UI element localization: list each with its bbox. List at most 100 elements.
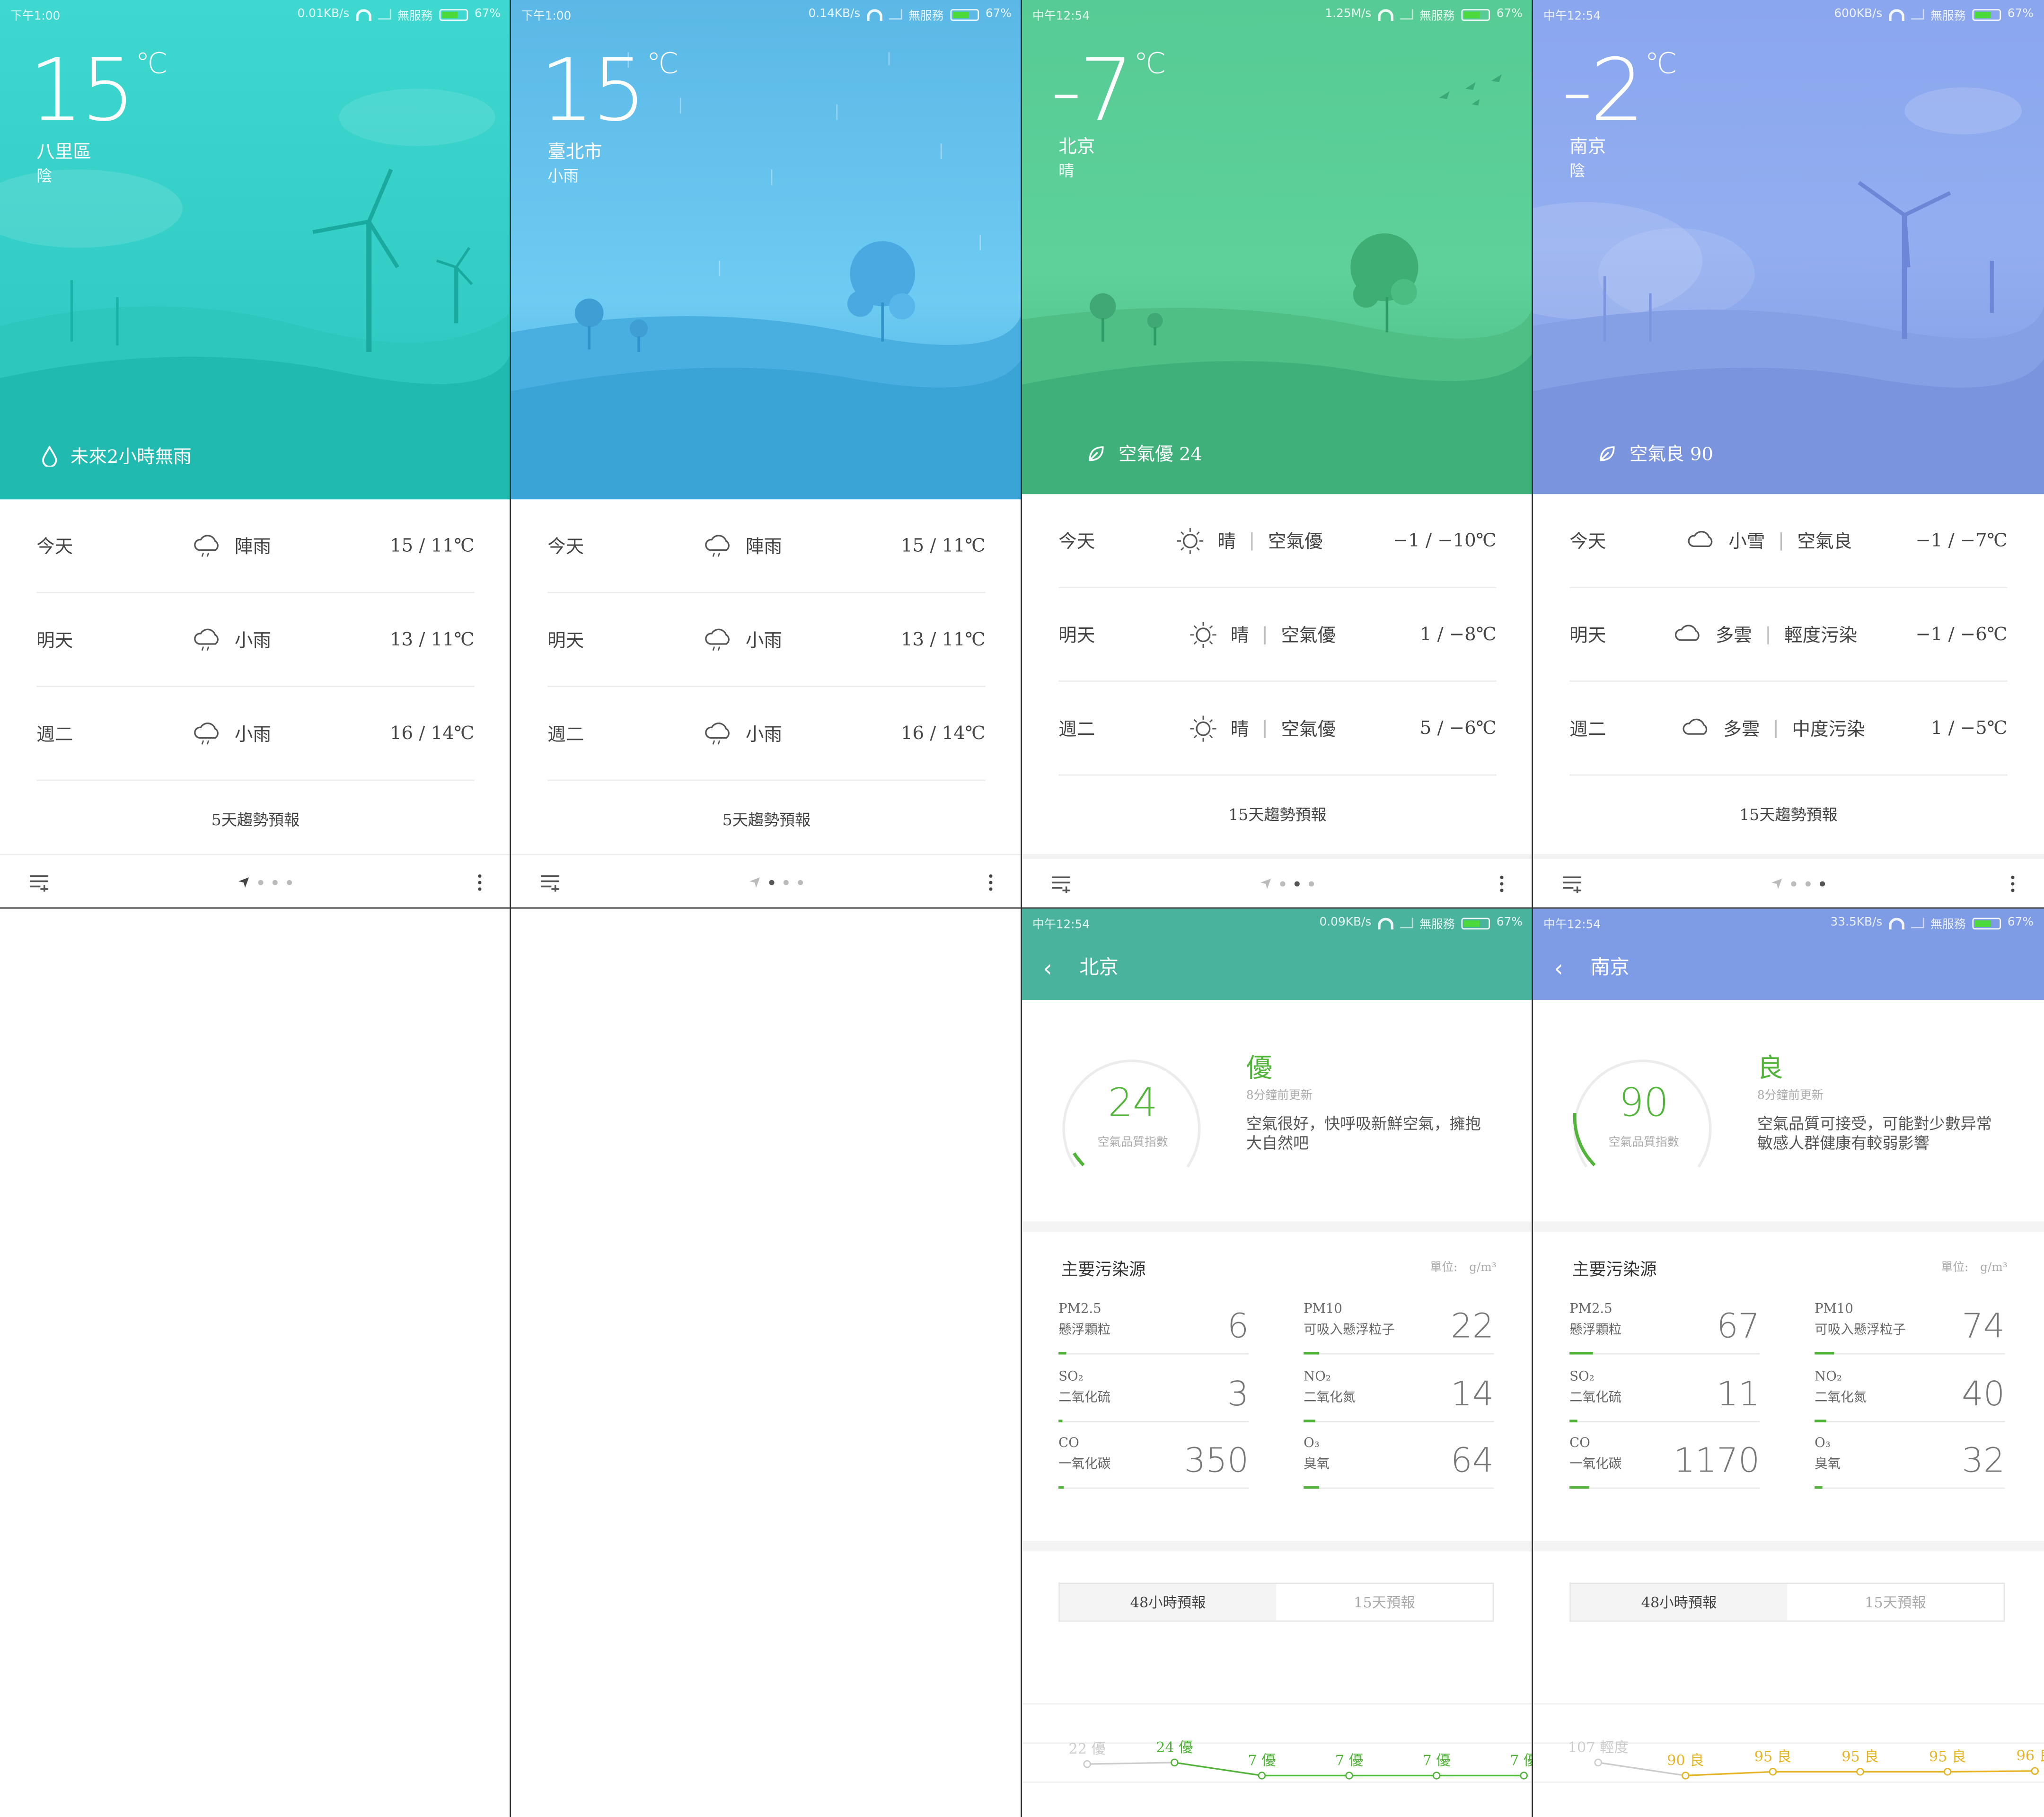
city-list-icon[interactable] [29, 873, 53, 891]
back-arrow-icon[interactable]: ‹ [1554, 955, 1563, 983]
pollutant-co[interactable]: CO 一氧化碳 1170 [1569, 1437, 1760, 1489]
trend-point [1171, 1758, 1179, 1767]
pollutant-so2[interactable]: SO₂ 二氧化硫 11 [1569, 1370, 1760, 1422]
condition-text: 小雨 [547, 167, 579, 185]
current-temperature: 15 °C [539, 40, 678, 141]
forecast-row[interactable]: 週二 小雨 16 / 14℃ [547, 687, 986, 781]
weather-hero: 中午12:54 600KB/s 無服務 67% -2 °C 南京 陰 空氣良 90 [1533, 0, 2044, 494]
sun-icon [1190, 715, 1216, 741]
more-menu-icon[interactable] [477, 873, 482, 891]
trend-forecast-link[interactable]: 5天趨勢預報 [211, 811, 300, 829]
net-speed: 33.5KB/s [1830, 916, 1883, 930]
pollutant-o3[interactable]: O₃ 臭氧 32 [1815, 1437, 2005, 1489]
bottom-nav [511, 854, 1022, 909]
aqi-advice: 空氣很好，快呼吸新鮮空氣，擁抱大自然吧 [1246, 1114, 1481, 1153]
weather-hero: 下午1:00 0.01KB/s 無服務 67% 15 °C 八里區 陰 未來2小時… [0, 0, 511, 500]
signal-icon [1400, 917, 1413, 928]
battery-percent: 67% [2007, 8, 2034, 21]
wifi-icon [1378, 917, 1394, 929]
aqi-panel-beijing: 中午12:54 0.09KB/s 無服務 67% ‹ 北京 24 空氣品質指數 … [1022, 908, 1533, 1817]
weather-hero: 下午1:00 0.14KB/s 無服務 67% 15 °C 臺北市 小雨 [511, 0, 1022, 500]
main-pollutants-title: 主要污染源 [1061, 1261, 1146, 1280]
weather-panel-nanjing: 中午12:54 600KB/s 無服務 67% -2 °C 南京 陰 空氣良 90… [1533, 0, 2044, 909]
forecast-row[interactable]: 明天 小雨 13 / 11℃ [547, 593, 986, 687]
tab-15d[interactable]: 15天預報 [1865, 1594, 1926, 1612]
aqi-advice: 空氣品質可接受，可能對少數异常敏感人群健康有較弱影響 [1757, 1114, 1992, 1153]
aqi-header: 中午12:54 0.09KB/s 無服務 67% ‹ 北京 [1022, 908, 1533, 1000]
tab-48h[interactable]: 48小時預報 [1570, 1584, 1788, 1621]
more-menu-icon[interactable] [988, 873, 993, 891]
rain-cloud-icon [194, 534, 219, 556]
page-indicator [749, 876, 802, 887]
carrier-label: 無服務 [1930, 9, 1966, 23]
forecast-row[interactable]: 今天 小雪 | 空氣良 −1 / −7℃ [1569, 494, 2008, 588]
location-arrow-icon [1260, 878, 1270, 889]
page-indicator [1260, 878, 1313, 889]
forecast-list: 今天 陣雨 15 / 11℃ 明天 小雨 13 / 11℃ 週二 小雨 16 / 14℃ [0, 499, 511, 781]
back-arrow-icon[interactable]: ‹ [1043, 955, 1052, 983]
aqi-index-label: 空氣品質指數 [1608, 1137, 1679, 1150]
raindrop-icon [42, 446, 57, 467]
trend-point [1345, 1772, 1353, 1780]
city-list-icon[interactable] [1562, 875, 1586, 893]
air-quality-link[interactable]: 空氣良 90 [1598, 441, 1713, 467]
condition-text: 陰 [36, 167, 53, 185]
trend-point-label: 107 輕度 [1568, 1739, 1629, 1756]
pollutant-so2[interactable]: SO₂ 二氧化硫 3 [1058, 1370, 1249, 1422]
forecast-list: 今天晴 | 空氣優 −1 / −10℃ 明天晴 | 空氣優 1 / −8℃ 週二晴 | 空氣優 5… [1022, 494, 1533, 776]
carrier-label: 無服務 [1930, 918, 1966, 932]
forecast-row[interactable]: 週二 多雲 | 中度污染 1 / −5℃ [1569, 682, 2008, 776]
forecast-row[interactable]: 明天晴 | 空氣優 1 / −8℃ [1058, 588, 1497, 682]
bottom-nav [1533, 854, 2044, 909]
trend-point-label: 95 良 [1754, 1748, 1791, 1765]
page-title: 北京 [1079, 955, 1119, 979]
main-pollutants-title: 主要污染源 [1572, 1261, 1657, 1280]
pollutant-o3[interactable]: O₃ 臭氧 64 [1304, 1437, 1494, 1489]
forecast-row[interactable]: 今天晴 | 空氣優 −1 / −10℃ [1058, 494, 1497, 588]
current-temperature: -7 °C [1050, 40, 1166, 141]
forecast-row[interactable]: 週二晴 | 空氣優 5 / −6℃ [1058, 682, 1497, 776]
aqi-level: 優 [1246, 1052, 1272, 1084]
trend-point [1856, 1768, 1864, 1776]
tab-48h[interactable]: 48小時預報 [1059, 1584, 1277, 1621]
trend-forecast-link[interactable]: 15天趨勢預報 [1228, 805, 1327, 824]
more-menu-icon[interactable] [1499, 875, 1504, 893]
pollutant-no2[interactable]: NO₂ 二氧化氮 40 [1815, 1370, 2005, 1422]
forecast-list: 今天 小雪 | 空氣良 −1 / −7℃ 明天 多雲 | 輕度污染 −1 / −6℃ 週二 多雲 |… [1533, 494, 2044, 776]
trend-forecast-link[interactable]: 5天趨勢預報 [722, 811, 811, 829]
net-speed: 0.09KB/s [1319, 916, 1372, 930]
weather-hero: 中午12:54 1.25M/s 無服務 67% -7 °C 北京 晴 空氣優 24 [1022, 0, 1533, 494]
pollutant-pm25[interactable]: PM2.5 懸浮顆粒 6 [1058, 1302, 1249, 1355]
forecast-row[interactable]: 週二 小雨 16 / 14℃ [36, 687, 475, 781]
location-arrow-icon [238, 876, 248, 887]
city-name: 南京 [1569, 137, 1606, 158]
trend-point [1769, 1768, 1777, 1776]
status-time: 中午12:54 [1032, 918, 1090, 932]
tab-15d[interactable]: 15天預報 [1354, 1594, 1415, 1612]
forecast-row[interactable]: 今天 陣雨 15 / 11℃ [36, 499, 475, 593]
forecast-row[interactable]: 明天 小雨 13 / 11℃ [36, 593, 475, 687]
pollutant-pm10[interactable]: PM10 可吸入懸浮粒子 22 [1304, 1302, 1494, 1355]
rain-cloud-icon [705, 534, 730, 556]
more-menu-icon[interactable] [2010, 875, 2015, 893]
status-time: 中午12:54 [1032, 9, 1090, 23]
city-list-icon[interactable] [540, 873, 564, 891]
signal-icon [378, 9, 391, 20]
signal-icon [889, 9, 902, 20]
forecast-tabs: 48小時預報 15天預報 [1058, 1582, 1494, 1622]
rain-hint[interactable]: 未來2小時無雨 [42, 443, 192, 469]
aqi-gauge [1573, 1059, 1712, 1168]
current-temperature: -2 °C [1561, 40, 1677, 141]
city-list-icon[interactable] [1051, 875, 1075, 893]
pollutant-pm10[interactable]: PM10 可吸入懸浮粒子 74 [1815, 1302, 2005, 1355]
signal-icon [1911, 9, 1924, 20]
pollutant-co[interactable]: CO 一氧化碳 350 [1058, 1437, 1249, 1489]
status-time: 下午1:00 [521, 9, 572, 23]
trend-point-label: 7 優 [1510, 1752, 1533, 1769]
air-quality-link[interactable]: 空氣優 24 [1087, 441, 1202, 467]
forecast-row[interactable]: 明天 多雲 | 輕度污染 −1 / −6℃ [1569, 588, 2008, 682]
forecast-row[interactable]: 今天 陣雨 15 / 11℃ [547, 499, 986, 593]
pollutant-pm25[interactable]: PM2.5 懸浮顆粒 67 [1569, 1302, 1760, 1355]
pollutant-no2[interactable]: NO₂ 二氧化氮 14 [1304, 1370, 1494, 1422]
trend-forecast-link[interactable]: 15天趨勢預報 [1739, 805, 1838, 824]
